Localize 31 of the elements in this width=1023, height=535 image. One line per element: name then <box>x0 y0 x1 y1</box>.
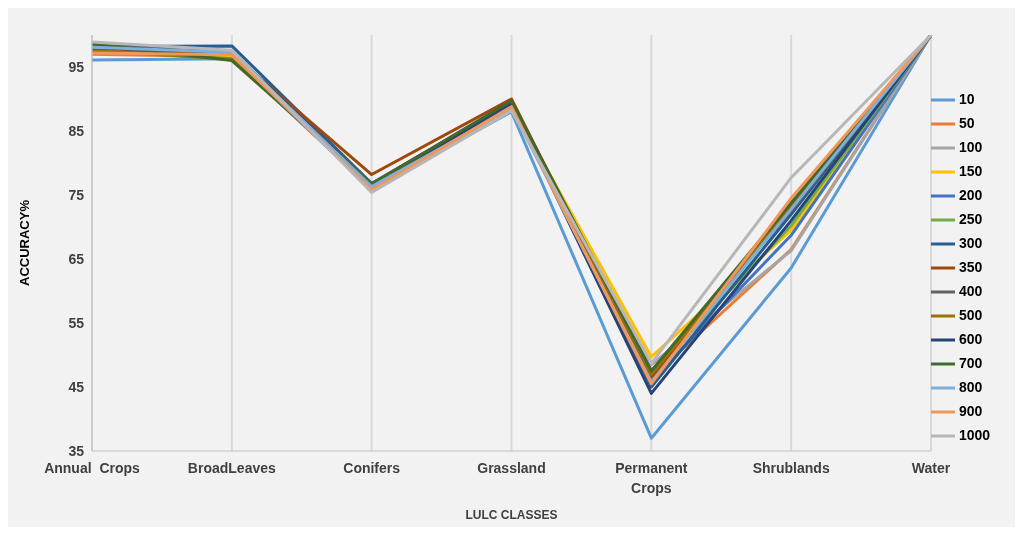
legend-label: 250 <box>959 210 983 227</box>
legend-label: 100 <box>959 138 983 155</box>
x-tick-label: Water <box>911 460 951 476</box>
x-axis-title: LULC CLASSES <box>465 508 558 522</box>
y-tick-label: 65 <box>68 250 85 267</box>
legend-label: 350 <box>959 258 983 275</box>
y-tick-label: 55 <box>68 314 85 331</box>
x-tick-label: Permanent Crops <box>615 460 688 496</box>
x-tick-label: BroadLeaves <box>187 460 277 476</box>
x-tick-label: Conifers <box>343 460 401 476</box>
legend-label: 10 <box>959 90 975 107</box>
y-tick-label: 35 <box>68 442 85 459</box>
y-tick-label: 45 <box>68 378 85 395</box>
legend-label: 400 <box>959 282 983 299</box>
legend-label: 300 <box>959 234 983 251</box>
x-tick-label: Grassland <box>477 460 546 476</box>
legend-label: 50 <box>959 114 975 131</box>
legend-label: 700 <box>959 354 983 371</box>
legend-label: 1000 <box>959 426 991 443</box>
legend-label: 900 <box>959 402 983 419</box>
legend-label: 600 <box>959 330 983 347</box>
legend-label: 150 <box>959 162 983 179</box>
x-tick-label: Annual Crops <box>44 460 141 476</box>
legend-label: 500 <box>959 306 983 323</box>
y-tick-label: 85 <box>68 122 85 139</box>
x-tick-label: Shrublands <box>752 460 830 476</box>
legend-label: 200 <box>959 186 983 203</box>
legend-label: 800 <box>959 378 983 395</box>
y-tick-label: 75 <box>68 186 85 203</box>
y-tick-label: 95 <box>68 58 85 75</box>
y-axis-title: ACCURACY% <box>16 199 32 286</box>
